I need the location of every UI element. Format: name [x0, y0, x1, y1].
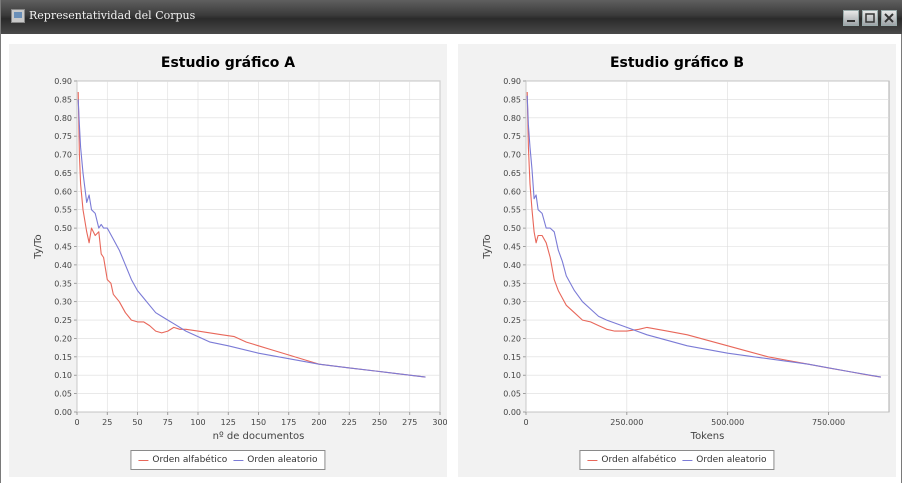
series-line-alfabetico [77, 91, 426, 378]
y-tick-label: 0.80 [54, 114, 72, 123]
chart-panel-b: Estudio gráfico B 0.00 0.05 0.10 0.15 0.20 0.2… [458, 44, 896, 477]
x-tick-label: 250 [372, 418, 387, 427]
y-tick-label: 0.90 [54, 77, 72, 86]
y-tick-label: 0.55 [54, 206, 72, 215]
y-tick-label: 0.65 [54, 169, 72, 178]
y-tick-label: 0.80 [503, 114, 521, 123]
legend-a: Orden alfabético Orden aleatorio [130, 450, 326, 470]
x-tick-label: 300 [432, 418, 447, 427]
x-tick-label: 0 [74, 418, 79, 427]
minimize-icon[interactable] [843, 10, 859, 26]
y-tick-label: 0.25 [54, 316, 72, 325]
y-tick-label: 0.70 [54, 151, 72, 160]
chart-panel-a: Estudio gráfico A 0.00 0.05 0.10 0.15 0.20 0.2… [9, 44, 447, 477]
legend-label-alfabetico: Orden alfabético [601, 455, 677, 465]
y-tick-label: 0.50 [503, 224, 521, 233]
y-tick-label: 0.75 [54, 132, 72, 141]
y-tick-label: 0.25 [503, 316, 521, 325]
y-tick-label: 0.15 [503, 353, 521, 362]
series-line-aleatorio [526, 95, 881, 378]
y-tick-label: 0.00 [54, 408, 72, 417]
x-tick-label: 150 [251, 418, 266, 427]
y-tick-label: 0.30 [503, 298, 521, 307]
legend-swatch-aleatorio [682, 459, 693, 461]
series-line-aleatorio [77, 99, 426, 378]
y-tick-label: 0.20 [503, 334, 521, 343]
x-tick-label: 100 [190, 418, 205, 427]
y-tick-label: 0.10 [54, 371, 72, 380]
legend-label-alfabetico: Orden alfabético [152, 455, 228, 465]
x-tick-label: 200 [311, 418, 326, 427]
y-tick-label: 0.55 [503, 206, 521, 215]
y-tick-label: 0.40 [503, 261, 521, 270]
y-tick-label: 0.45 [54, 243, 72, 252]
y-tick-label: 0.50 [54, 224, 72, 233]
x-tick-label: 225 [342, 418, 357, 427]
y-tick-label: 0.10 [503, 371, 521, 380]
y-tick-label: 0.40 [54, 261, 72, 270]
y-tick-label: 0.60 [54, 187, 72, 196]
y-tick-label: 0.85 [503, 95, 521, 104]
y-tick-label: 0.05 [54, 390, 72, 399]
chart-title: Estudio gráfico A [161, 55, 295, 71]
legend-item-alfabetico: Orden alfabético [587, 455, 676, 465]
chart-b[interactable]: Estudio gráfico B 0.00 0.05 0.10 0.15 0.20 0.2… [458, 44, 896, 449]
y-tick-label: 0.15 [54, 353, 72, 362]
x-tick-label: 500.000 [711, 418, 744, 427]
legend-item-aleatorio: Orden aleatorio [682, 455, 767, 465]
y-tick-label: 0.20 [54, 334, 72, 343]
y-tick-label: 0.05 [503, 390, 521, 399]
y-tick-label: 0.45 [503, 243, 521, 252]
y-tick-label: 0.65 [503, 169, 521, 178]
y-axis-label: Ty/To [482, 234, 493, 259]
series-line-alfabetico [526, 91, 881, 378]
x-tick-label: 75 [163, 418, 173, 427]
maximize-icon[interactable] [862, 10, 878, 26]
y-tick-label: 0.85 [54, 95, 72, 104]
x-tick-label: 275 [402, 418, 417, 427]
y-tick-label: 0.35 [503, 279, 521, 288]
legend-b: Orden alfabético Orden aleatorio [579, 450, 775, 470]
chart-a[interactable]: Estudio gráfico A 0.00 0.05 0.10 0.15 0.20 0.2… [9, 44, 447, 449]
y-tick-label: 0.90 [503, 77, 521, 86]
x-tick-label: 125 [221, 418, 236, 427]
y-tick-label: 0.35 [54, 279, 72, 288]
legend-swatch-alfabetico [138, 459, 149, 461]
y-tick-label: 0.75 [503, 132, 521, 141]
x-axis-label: Tokens [690, 431, 725, 442]
y-tick-label: 0.60 [503, 187, 521, 196]
legend-swatch-aleatorio [233, 459, 244, 461]
x-tick-label: 25 [102, 418, 112, 427]
legend-swatch-alfabetico [587, 459, 598, 461]
legend-item-aleatorio: Orden aleatorio [233, 455, 318, 465]
x-tick-label: 250.000 [610, 418, 643, 427]
close-icon[interactable] [881, 10, 897, 26]
x-tick-label: 0 [523, 418, 528, 427]
y-axis-label: Ty/To [33, 234, 44, 259]
x-axis-label: nº de documentos [213, 431, 305, 442]
window-title: Representatividad del Corpus [29, 9, 196, 22]
y-tick-label: 0.00 [503, 408, 521, 417]
legend-label-aleatorio: Orden aleatorio [696, 455, 767, 465]
chart-title: Estudio gráfico B [610, 55, 744, 71]
legend-item-alfabetico: Orden alfabético [138, 455, 227, 465]
title-bar[interactable]: Representatividad del Corpus [1, 0, 902, 34]
x-tick-label: 175 [281, 418, 296, 427]
x-tick-label: 750.000 [812, 418, 845, 427]
y-tick-label: 0.70 [503, 151, 521, 160]
legend-label-aleatorio: Orden aleatorio [247, 455, 318, 465]
y-tick-label: 0.30 [54, 298, 72, 307]
x-tick-label: 50 [132, 418, 142, 427]
app-icon [11, 9, 25, 23]
